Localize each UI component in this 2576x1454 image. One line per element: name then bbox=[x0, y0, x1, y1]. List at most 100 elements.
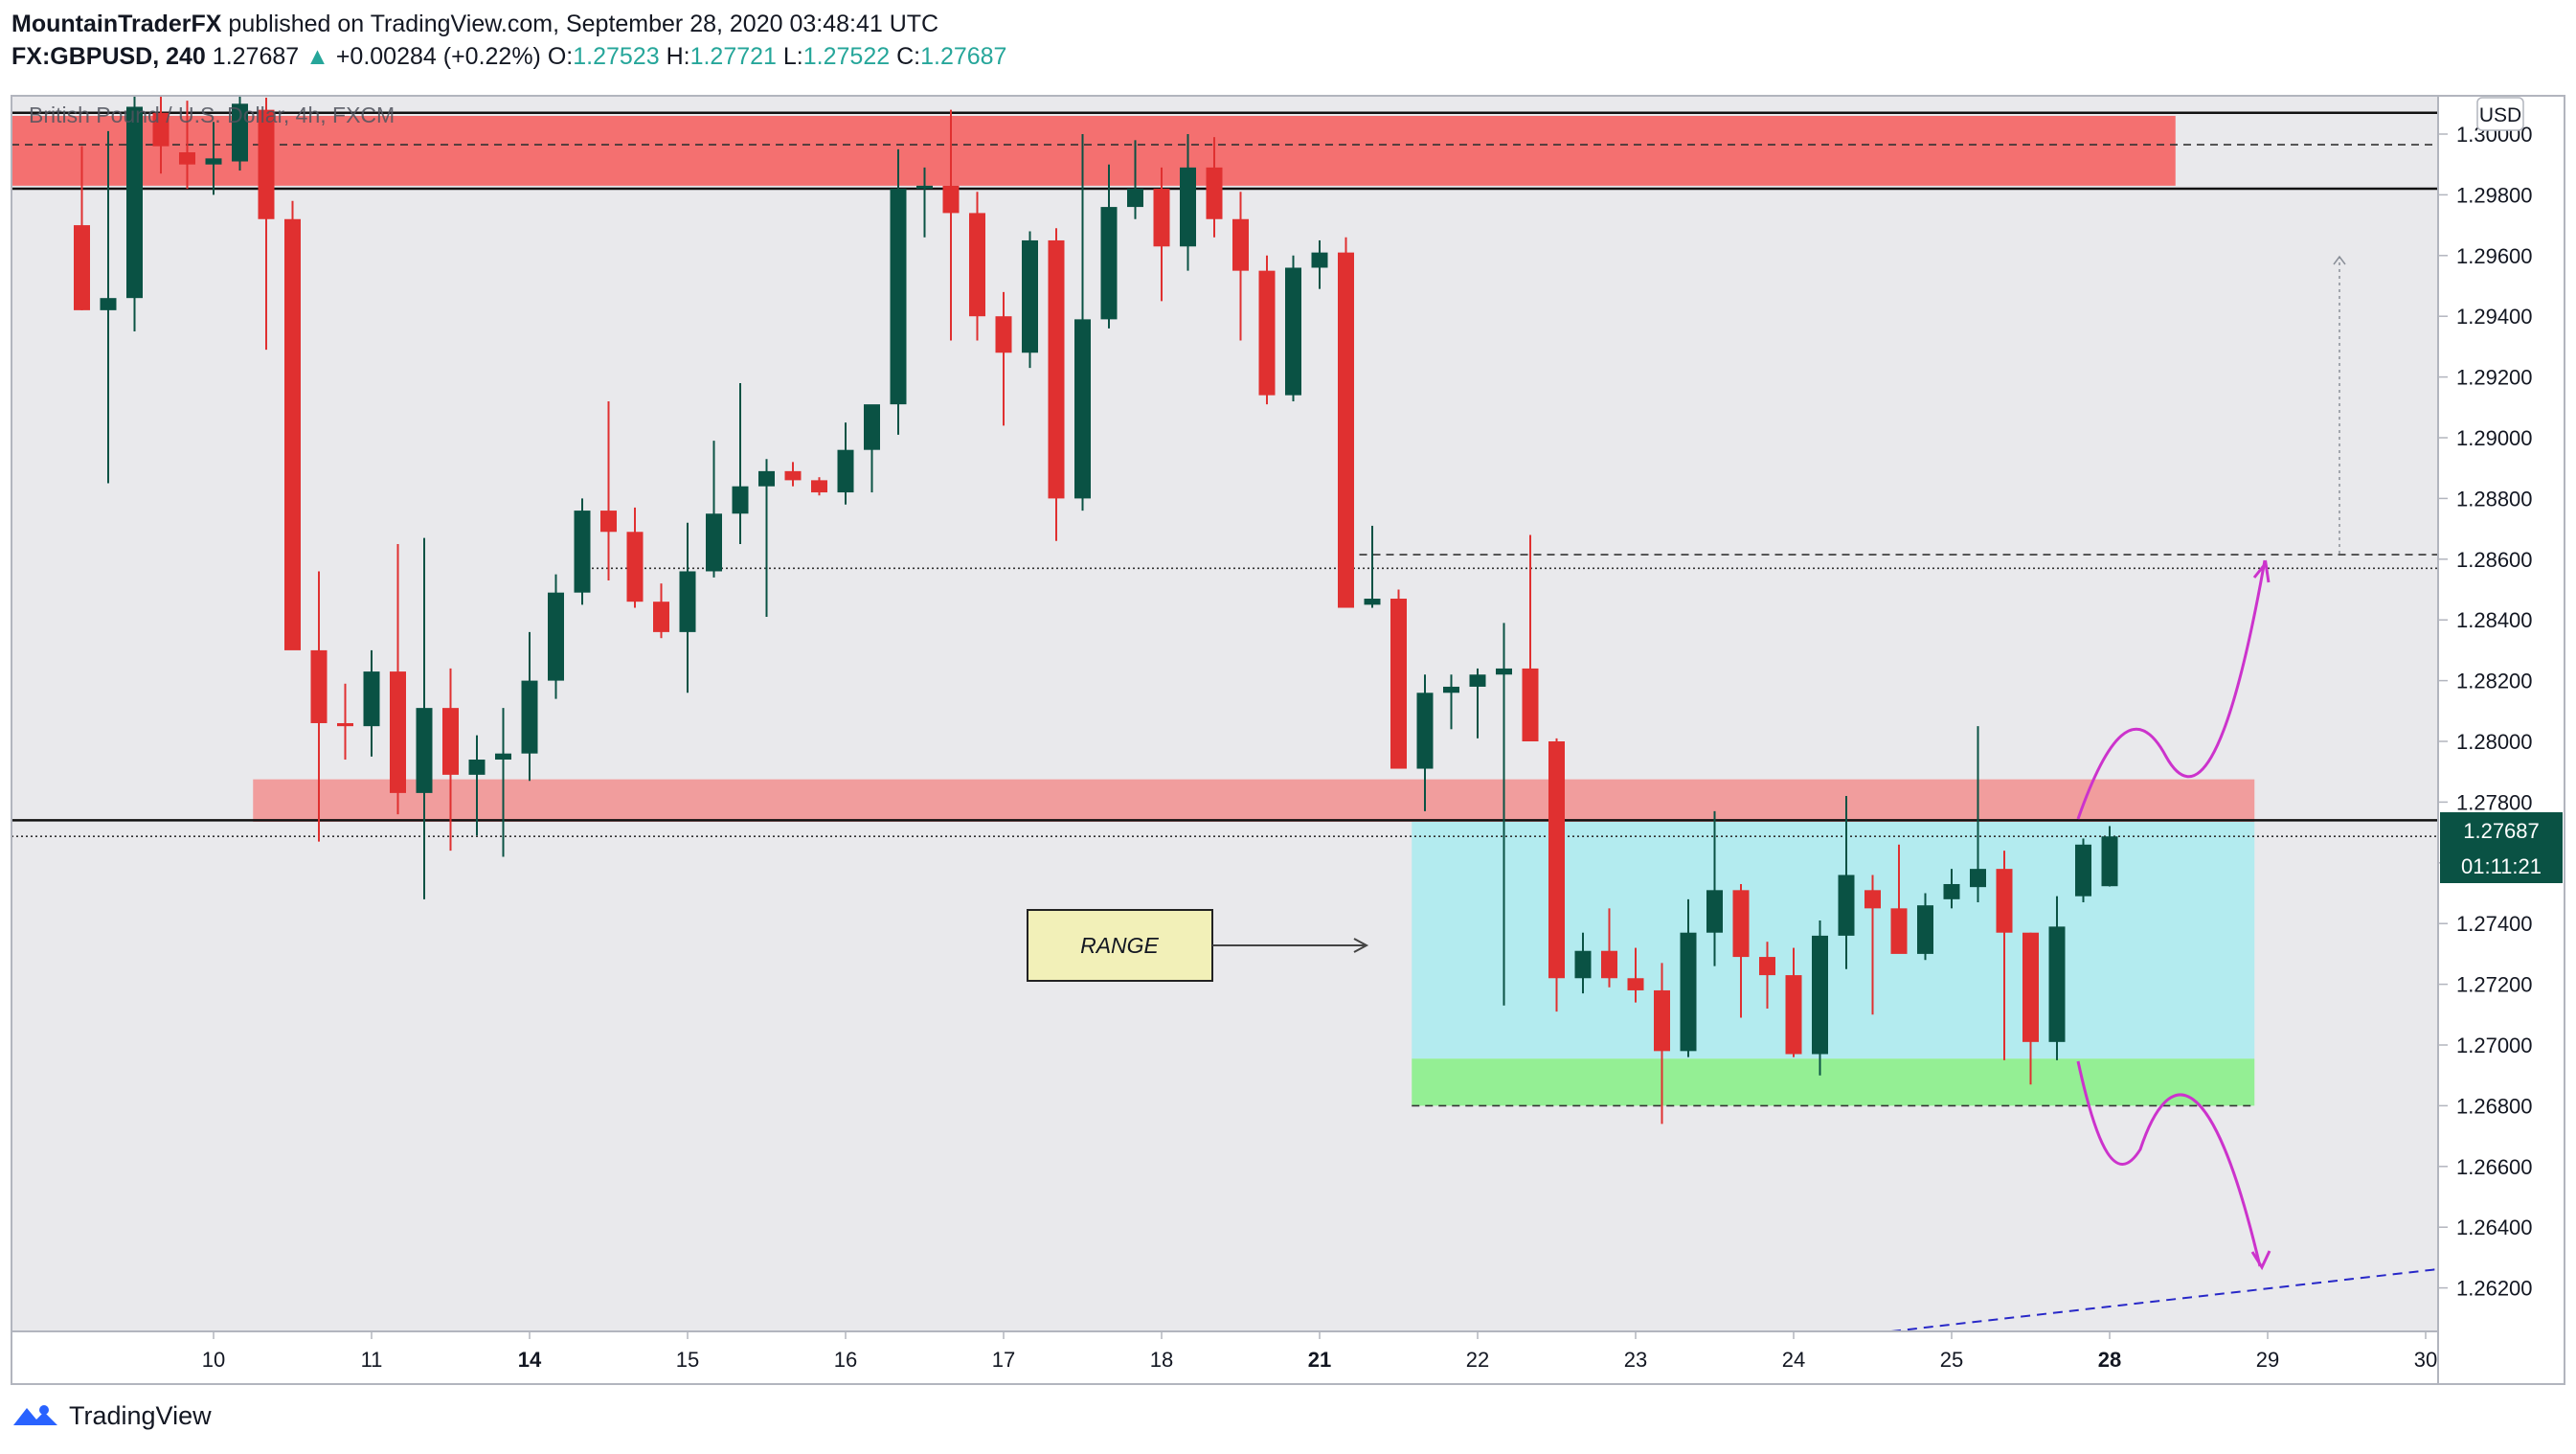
bullish-candle bbox=[100, 130, 117, 484]
candle-body bbox=[1785, 975, 1802, 1055]
bullish-candle bbox=[916, 167, 933, 238]
bullish-candle bbox=[837, 422, 854, 505]
range-pointer-arrowhead bbox=[1353, 938, 1369, 953]
bearish-candle bbox=[1890, 844, 1908, 954]
chart-header: MountainTraderFX published on TradingVie… bbox=[11, 8, 2559, 73]
low-value: 1.27522 bbox=[802, 43, 891, 70]
price-tick-label: 1.27200 bbox=[2456, 973, 2533, 997]
bearish-candle bbox=[1258, 255, 1276, 405]
bearish-candle bbox=[1601, 908, 1617, 988]
demand-zone bbox=[1412, 1058, 2255, 1106]
candle-body bbox=[2022, 932, 2039, 1042]
time-tick-label: 24 bbox=[1782, 1348, 1805, 1372]
price-tick-label: 1.26200 bbox=[2456, 1277, 2533, 1301]
price-tick-label: 1.29400 bbox=[2456, 305, 2533, 329]
candle-body bbox=[2048, 926, 2066, 1042]
support-zone bbox=[253, 779, 2255, 823]
candle-body bbox=[179, 152, 195, 165]
bearish-candle bbox=[626, 507, 644, 608]
bullish-candle bbox=[232, 96, 248, 171]
candle-body bbox=[390, 671, 406, 793]
close-value: 1.27687 bbox=[920, 43, 1007, 70]
candle-body bbox=[574, 511, 591, 593]
bearish-candle bbox=[1048, 228, 1065, 541]
bullish-candle bbox=[1496, 623, 1512, 1006]
candle-body bbox=[1100, 207, 1118, 320]
range-label: RANGE bbox=[1080, 933, 1159, 958]
high-value: 1.27721 bbox=[689, 43, 777, 70]
candle-body bbox=[1364, 599, 1381, 605]
bullish-candle bbox=[205, 122, 222, 195]
candle-body bbox=[363, 671, 380, 727]
candle-body bbox=[126, 106, 143, 299]
bullish-candle bbox=[416, 537, 433, 899]
candle-body bbox=[1496, 668, 1512, 675]
bearish-candle bbox=[1390, 589, 1407, 769]
price-change: +0.00284 (+0.22%) bbox=[335, 43, 541, 70]
candle-body bbox=[310, 649, 328, 723]
candle-body bbox=[1548, 741, 1565, 979]
price-tick-label: 1.27000 bbox=[2456, 1034, 2533, 1057]
last-price-badge bbox=[2440, 812, 2563, 849]
price-tick-label: 1.28800 bbox=[2456, 487, 2533, 511]
candle-body bbox=[232, 103, 248, 162]
bullish-candle bbox=[1706, 810, 1723, 966]
bullish-candle bbox=[1285, 255, 1301, 401]
currency-badge[interactable] bbox=[2476, 97, 2524, 131]
tradingview-footer[interactable]: TradingView bbox=[11, 1400, 212, 1431]
candle-body bbox=[942, 185, 960, 214]
countdown-label: 01:11:21 bbox=[2461, 854, 2542, 878]
candle-body bbox=[416, 708, 433, 793]
candle-body bbox=[1996, 869, 2013, 933]
levels-layer bbox=[11, 111, 2438, 1107]
bearish-candle bbox=[969, 192, 985, 341]
candle-body bbox=[74, 225, 90, 310]
bullish-candle bbox=[126, 96, 143, 332]
bearish-candle bbox=[1759, 942, 1775, 1009]
projection-down-path bbox=[2076, 1060, 2262, 1267]
range-label-box[interactable] bbox=[1027, 909, 1213, 982]
annotations-layer: RANGE bbox=[1027, 255, 2439, 1332]
bearish-candle bbox=[337, 683, 353, 761]
price-tick-label: 1.26600 bbox=[2456, 1155, 2533, 1179]
bearish-candle bbox=[1232, 192, 1249, 341]
candle-body bbox=[1206, 167, 1223, 219]
bearish-candle bbox=[1627, 947, 1644, 1003]
candle-body bbox=[1258, 270, 1276, 396]
candle-body bbox=[1074, 319, 1091, 499]
candle-body bbox=[1311, 252, 1328, 268]
time-axis[interactable]: 10 11 14 15 16 17 18 21 22 23 24 25 28 29 30 bbox=[202, 1331, 2437, 1372]
candle-body bbox=[2101, 836, 2118, 887]
symbol-label[interactable]: FX:GBPUSD, 240 bbox=[11, 43, 206, 70]
candle-body bbox=[1970, 869, 1986, 888]
bullish-candle bbox=[2048, 896, 2066, 1060]
bullish-candle bbox=[1970, 726, 1986, 903]
countdown-badge bbox=[2440, 849, 2563, 883]
bearish-candle bbox=[258, 97, 275, 351]
time-tick-label: 16 bbox=[834, 1348, 857, 1372]
bearish-candle bbox=[1864, 875, 1881, 1015]
candle-body bbox=[1153, 189, 1170, 247]
bullish-candle bbox=[363, 649, 380, 757]
candle-body bbox=[864, 404, 880, 450]
time-tick-label: 10 bbox=[202, 1348, 225, 1372]
candle-body bbox=[995, 316, 1012, 353]
bullish-candle bbox=[679, 522, 696, 693]
bearish-candle bbox=[653, 583, 669, 639]
price-axis[interactable]: 1.300001.298001.296001.294001.292001.290… bbox=[2438, 123, 2533, 1301]
bullish-candle bbox=[495, 708, 511, 857]
bearish-candle bbox=[1548, 738, 1565, 1012]
candles-layer bbox=[74, 96, 2118, 1125]
bearish-candle bbox=[811, 477, 827, 496]
candle-body bbox=[1812, 935, 1828, 1055]
candle-body bbox=[258, 109, 275, 219]
bullish-candle bbox=[1680, 898, 1697, 1057]
candle-body bbox=[1469, 674, 1486, 687]
author-name[interactable]: MountainTraderFX bbox=[11, 11, 222, 37]
candle-body bbox=[916, 185, 933, 190]
bearish-candle bbox=[1996, 851, 2013, 1060]
bearish-candle bbox=[600, 400, 617, 580]
bearish-candle bbox=[152, 96, 169, 174]
bullish-candle bbox=[548, 574, 564, 699]
